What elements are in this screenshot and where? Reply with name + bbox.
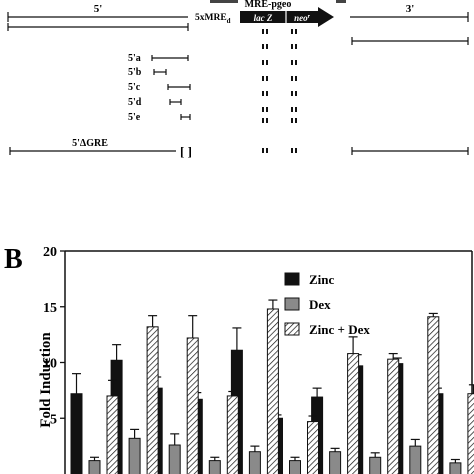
legend-label: Dex (309, 297, 331, 312)
top-tick (336, 0, 346, 3)
mre-marker (291, 60, 293, 65)
bar (146, 326, 159, 474)
bar (409, 445, 422, 474)
mre-marker (266, 148, 268, 153)
mre-marker (291, 148, 293, 153)
bar (70, 393, 83, 474)
mre-marker (295, 107, 297, 112)
y-tick-label: 5 (50, 412, 57, 427)
mre-marker (295, 76, 297, 81)
bar (106, 395, 119, 474)
mre-marker (266, 29, 268, 34)
bar (329, 451, 342, 474)
mre-marker (262, 118, 264, 123)
mre-marker (266, 60, 268, 65)
mre-marker (262, 148, 264, 153)
mre-marker (262, 29, 264, 34)
five-prime-label: 5' (94, 3, 103, 15)
y-axis-label: Fold Induction (38, 332, 54, 428)
mre-marker (291, 44, 293, 49)
mre-marker (291, 107, 293, 112)
mre-marker (295, 60, 297, 65)
bar (387, 358, 400, 474)
gre-deletion-bracket: [ ] (180, 144, 192, 159)
deletion-label: 5'd (128, 97, 142, 108)
deletion-label: 5'b (128, 67, 142, 78)
bar (266, 308, 279, 474)
bar (347, 353, 360, 474)
bar (186, 337, 199, 474)
mre-marker (266, 76, 268, 81)
mre-marker (262, 60, 264, 65)
y-tick-label: 15 (43, 301, 57, 316)
panel-a-construct-diagram: 5' 5xMREd MRE-pgeo lac Z neor 3' 5'a 5'b (7, 0, 469, 159)
three-prime-label: 3' (406, 3, 415, 15)
lacz-label: lac Z (254, 13, 273, 23)
mre-marker (262, 44, 264, 49)
bar (208, 460, 221, 474)
panel-b-label: B (4, 244, 23, 275)
mre-marker (295, 29, 297, 34)
legend-swatch (284, 297, 300, 311)
neo-label: neor (294, 13, 311, 23)
mre-marker (291, 91, 293, 96)
bar (369, 456, 382, 474)
mre-site-markers (262, 29, 297, 153)
legend-label: Zinc + Dex (309, 322, 370, 337)
y-tick-label: 10 (43, 357, 57, 372)
bar (427, 316, 440, 474)
deletion-label: 5'c (128, 82, 141, 93)
mre-marker (266, 118, 268, 123)
bar (467, 393, 474, 474)
mre-marker (295, 91, 297, 96)
cassette-arrow (240, 7, 334, 27)
delta-gre-label: 5'ΔGRE (72, 138, 108, 149)
top-tick (210, 0, 238, 3)
legend-swatch (284, 272, 300, 286)
bar-chart: 5 10 15 20 Zinc Dex Zinc + Dex (43, 245, 474, 474)
mre-marker (266, 107, 268, 112)
bar (449, 462, 462, 474)
bar (226, 395, 239, 474)
cassette-title: MRE-pgeo (245, 0, 292, 10)
mre-label: 5xMREd (195, 13, 231, 25)
bar (128, 437, 141, 474)
bar (88, 460, 101, 474)
mre-marker (266, 44, 268, 49)
mre-marker (266, 91, 268, 96)
mre-marker (295, 118, 297, 123)
mre-marker (291, 29, 293, 34)
legend-swatch (284, 322, 300, 336)
bar (168, 444, 181, 474)
mre-marker (262, 76, 264, 81)
deletion-label: 5'e (128, 112, 141, 123)
mre-marker (295, 148, 297, 153)
mre-marker (291, 118, 293, 123)
y-tick-label: 20 (43, 245, 57, 260)
mre-marker (295, 44, 297, 49)
mre-marker (262, 91, 264, 96)
mre-marker (291, 76, 293, 81)
deletion-constructs: 5'a 5'b 5'c 5'd 5'e (128, 53, 191, 123)
bar (248, 451, 261, 474)
bar (289, 460, 301, 474)
legend-label: Zinc (309, 272, 335, 287)
mre-marker (262, 107, 264, 112)
bar (307, 421, 319, 474)
deletion-label: 5'a (128, 53, 141, 64)
